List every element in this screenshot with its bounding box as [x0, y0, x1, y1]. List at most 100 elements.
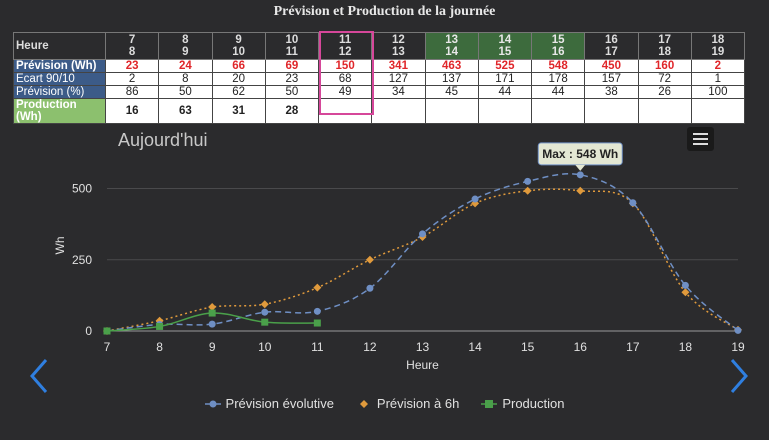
data-point	[419, 230, 426, 238]
table-cell	[530, 98, 586, 124]
data-point	[471, 195, 479, 203]
x-tick-label: 11	[311, 340, 324, 354]
x-tick-label: 19	[731, 340, 745, 354]
table-cell: 44	[477, 85, 533, 99]
chart-legend: Prévision évolutive Prévision à 6h Produ…	[0, 396, 769, 411]
hour-from: 9	[235, 34, 242, 46]
x-tick-label: 17	[626, 340, 640, 354]
hour-header: 17 18	[637, 32, 692, 60]
data-point	[734, 326, 742, 334]
y-tick-label: 250	[72, 253, 92, 267]
data-point	[681, 288, 690, 297]
hamburger-icon-line	[693, 143, 708, 145]
data-point	[365, 255, 374, 264]
row-label: Ecart 90/10	[13, 72, 106, 86]
table-cell: 45	[424, 85, 479, 99]
data-point	[629, 199, 637, 207]
row-label: Prévision (%)	[13, 85, 106, 99]
data-point	[313, 307, 321, 315]
x-tick-label: 15	[521, 340, 535, 354]
data-point	[576, 186, 585, 195]
hour-header: 14 15	[477, 32, 533, 60]
table-cell	[424, 98, 479, 124]
y-tick-label: 0	[85, 324, 92, 338]
hour-to: 16	[551, 46, 565, 58]
hour-from: 15	[551, 34, 565, 46]
hour-to: 12	[338, 46, 352, 58]
hour-header: 18 19	[690, 32, 746, 60]
table-cell: 525	[477, 59, 533, 73]
table-row-pct: Prévision (%) 86 50 62 50 49 34 45 44 44 38 26 100	[13, 85, 746, 99]
hour-to: 11	[285, 46, 298, 58]
hour-header: 16 17	[584, 32, 639, 60]
chart-menu-button[interactable]	[687, 127, 714, 151]
x-tick-label: 7	[104, 340, 111, 354]
hour-from: 18	[711, 34, 725, 46]
table-cell: 38	[584, 85, 639, 99]
table-row-ecart: Ecart 90/10 2 8 20 23 68 127 137 171 178 157 72 1	[13, 72, 746, 86]
hour-from: 17	[658, 34, 672, 46]
hour-to: 10	[232, 46, 246, 58]
table-cell: 63	[158, 98, 213, 124]
x-tick-label: 12	[363, 340, 377, 354]
hour-to: 8	[128, 46, 136, 58]
table-cell	[637, 98, 692, 124]
legend-item-prevision-evolutive[interactable]: Prévision évolutive	[204, 396, 334, 411]
legend-label: Prévision à 6h	[376, 396, 460, 411]
tooltip-pointer	[575, 164, 586, 171]
page-title: Prévision et Production de la journée	[273, 4, 496, 19]
row-label: Heure	[13, 32, 106, 60]
legend-square-icon	[481, 399, 498, 408]
table-cell: 50	[158, 85, 213, 99]
hour-from: 12	[391, 34, 405, 46]
prev-day-arrow-icon[interactable]	[28, 358, 50, 394]
row-label: Production (Wh)	[13, 98, 106, 124]
legend-diamond-icon	[359, 399, 368, 408]
tooltip-text: Max : 548 Wh	[542, 147, 618, 161]
legend-label: Prévision évolutive	[225, 396, 334, 411]
data-point	[261, 308, 269, 316]
hour-from: 14	[498, 34, 512, 46]
table-cell: 160	[637, 59, 692, 73]
hour-header: 10 11	[264, 32, 320, 60]
legend-item-prevision-6h[interactable]: Prévision à 6h	[356, 396, 459, 411]
data-point	[524, 177, 532, 185]
data-point	[208, 303, 217, 312]
hour-to: 13	[391, 46, 405, 58]
hour-to: 15	[498, 46, 512, 58]
x-tick-label: 18	[679, 340, 693, 354]
hour-to: 18	[658, 46, 672, 58]
hour-from: 11	[339, 34, 352, 46]
hour-from: 8	[182, 34, 189, 46]
hour-header: 15 16	[530, 32, 586, 60]
data-point	[313, 319, 321, 327]
legend-label: Production	[502, 396, 565, 411]
table-cell: 16	[104, 98, 160, 124]
x-tick-label: 14	[468, 340, 482, 354]
data-point	[261, 318, 269, 326]
table-cell: 171	[477, 72, 533, 86]
data-point	[576, 171, 584, 179]
x-tick-label: 8	[156, 340, 163, 354]
hamburger-icon-line	[693, 138, 708, 140]
table-cell: 31	[211, 98, 266, 124]
data-point	[681, 281, 689, 289]
hour-to: 9	[182, 46, 189, 58]
table-cell: 44	[530, 85, 586, 99]
data-point	[208, 309, 216, 317]
series-line-1	[106, 188, 739, 332]
hour-header: 11 12	[317, 32, 373, 60]
table-row-hour: Heure 7 8 8 9 9 10 10 11 11 12 12 13 13 14 14 15 15 16 16 17…	[13, 32, 746, 60]
table-cell	[477, 98, 533, 124]
series-line-0	[106, 173, 739, 332]
hour-to: 19	[711, 46, 725, 58]
legend-circle-icon	[204, 400, 221, 407]
data-point	[366, 284, 374, 292]
x-tick-label: 16	[574, 340, 588, 354]
data-point	[523, 186, 532, 195]
next-day-arrow-icon[interactable]	[728, 358, 750, 394]
data-point	[208, 320, 216, 328]
legend-item-production[interactable]: Production	[481, 396, 564, 411]
